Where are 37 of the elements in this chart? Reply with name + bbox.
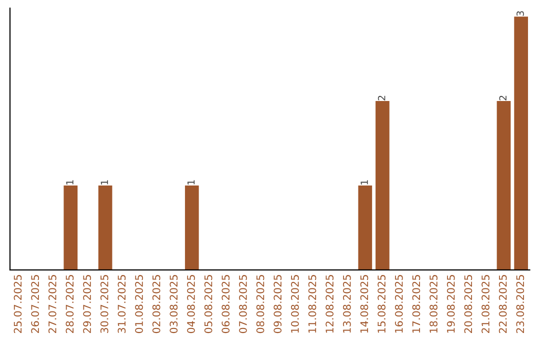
x-tick-label: 05.08.2025 xyxy=(204,275,212,334)
x-tick-label: 07.08.2025 xyxy=(239,275,247,334)
data-label: 3 xyxy=(516,11,524,16)
x-tick-label: 01.08.2025 xyxy=(135,275,143,334)
x-tick-label: 06.08.2025 xyxy=(222,275,230,334)
x-tick-label: 22.08.2025 xyxy=(498,275,507,334)
x-tick-label: 20.08.2025 xyxy=(464,275,472,334)
x-tick-label: 17.08.2025 xyxy=(412,275,420,333)
x-tick-label: 23.08.2025 xyxy=(516,275,524,334)
x-tick-label: 11.08.2025 xyxy=(308,275,316,333)
x-tick-label: 08.08.2025 xyxy=(256,275,264,334)
data-label: 1 xyxy=(360,180,368,184)
x-tick-label: 25.07.2025 xyxy=(14,275,22,334)
x-tick-label: 12.08.2025 xyxy=(326,275,334,333)
x-tick-label: 03.08.2025 xyxy=(170,275,178,334)
x-tick-label: 19.08.2025 xyxy=(446,275,455,333)
x-tick-label: 14.08.2025 xyxy=(360,275,368,333)
x-tick-label: 27.07.2025 xyxy=(48,275,56,334)
x-tick-label: 18.08.2025 xyxy=(430,275,438,333)
data-label: 2 xyxy=(499,96,506,100)
x-tick-label: 09.08.2025 xyxy=(274,275,282,334)
data-label: 2 xyxy=(378,96,386,100)
x-tick-label: 21.08.2025 xyxy=(482,275,490,334)
x-tick-label: 16.08.2025 xyxy=(394,275,403,333)
x-tick-label: 30.07.2025 xyxy=(100,275,108,333)
x-tick-label: 31.07.2025 xyxy=(118,275,126,333)
x-tick-label: 10.08.2025 xyxy=(290,275,299,333)
data-label: 1 xyxy=(187,180,195,184)
x-tick-label: 13.08.2025 xyxy=(342,275,351,333)
data-label: 1 xyxy=(66,180,74,184)
data-label: 1 xyxy=(100,180,108,184)
x-tick-label: 29.07.2025 xyxy=(83,275,91,334)
x-tick-label: 28.07.2025 xyxy=(66,275,74,334)
x-tick-label: 02.08.2025 xyxy=(152,275,160,334)
x-tick-label: 26.07.2025 xyxy=(31,275,39,334)
x-tick-label: 15.08.2025 xyxy=(378,275,386,333)
x-tick-label: 04.08.2025 xyxy=(187,275,195,334)
